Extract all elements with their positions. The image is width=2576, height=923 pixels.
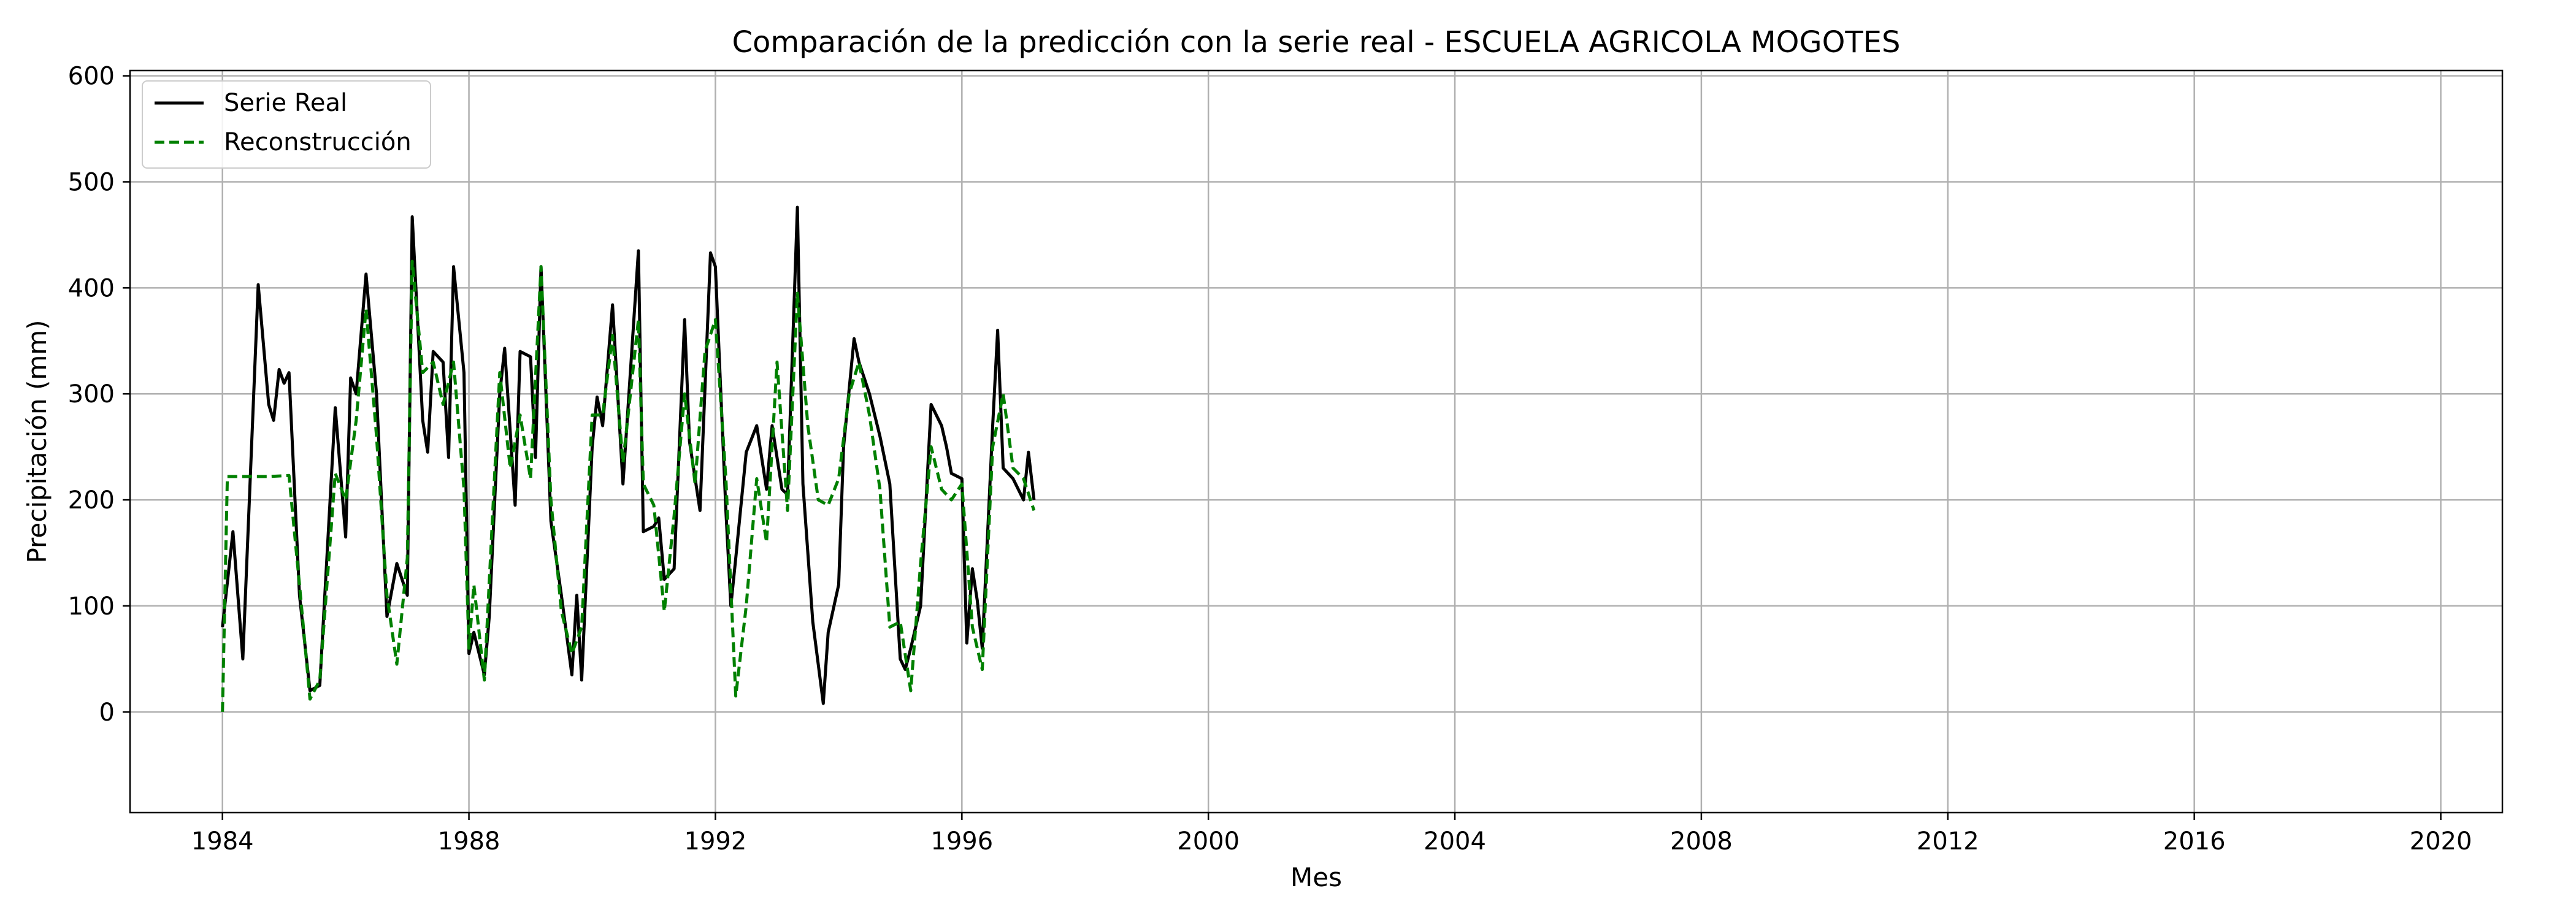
x-tick-label: 1996 [930, 827, 993, 856]
x-tick-label: 2000 [1177, 827, 1240, 856]
x-tick-label: 2016 [2163, 827, 2226, 856]
x-axis-label: Mes [1290, 862, 1342, 892]
axes-frame [129, 69, 2504, 814]
y-tick-label: 500 [68, 169, 115, 197]
ticks: 1984 1988 1992 1996 2000 2004 2008 2012 2016 2020… [68, 63, 2472, 856]
legend-box [142, 80, 431, 169]
legend-label-reconstruccion: Reconstrucción [224, 128, 412, 156]
series-layer [221, 205, 1036, 712]
x-tick-label: 2004 [1424, 827, 1486, 856]
chart-title: Comparación de la predicción con la seri… [732, 25, 1901, 59]
x-tick-label: 2012 [1917, 827, 1979, 856]
y-tick-label: 200 [68, 486, 115, 515]
y-tick-label: 400 [68, 274, 115, 302]
series-line-reconstruccion [221, 259, 1036, 712]
y-tick-label: 0 [99, 699, 115, 727]
y-tick-label: 300 [68, 380, 115, 408]
x-tick-label: 2008 [1670, 827, 1733, 856]
legend: Serie Real Reconstrucción [142, 80, 431, 169]
x-tick-label: 1988 [438, 827, 500, 856]
y-axis-label: Precipitación (mm) [22, 320, 52, 563]
y-tick-label: 600 [68, 63, 115, 91]
grid [130, 71, 2502, 813]
y-tick-label: 100 [68, 592, 115, 621]
x-tick-label: 2020 [2410, 827, 2472, 856]
x-tick-label: 1992 [684, 827, 747, 856]
legend-label-serie-real: Serie Real [224, 89, 347, 117]
x-tick-label: 1984 [191, 827, 254, 856]
